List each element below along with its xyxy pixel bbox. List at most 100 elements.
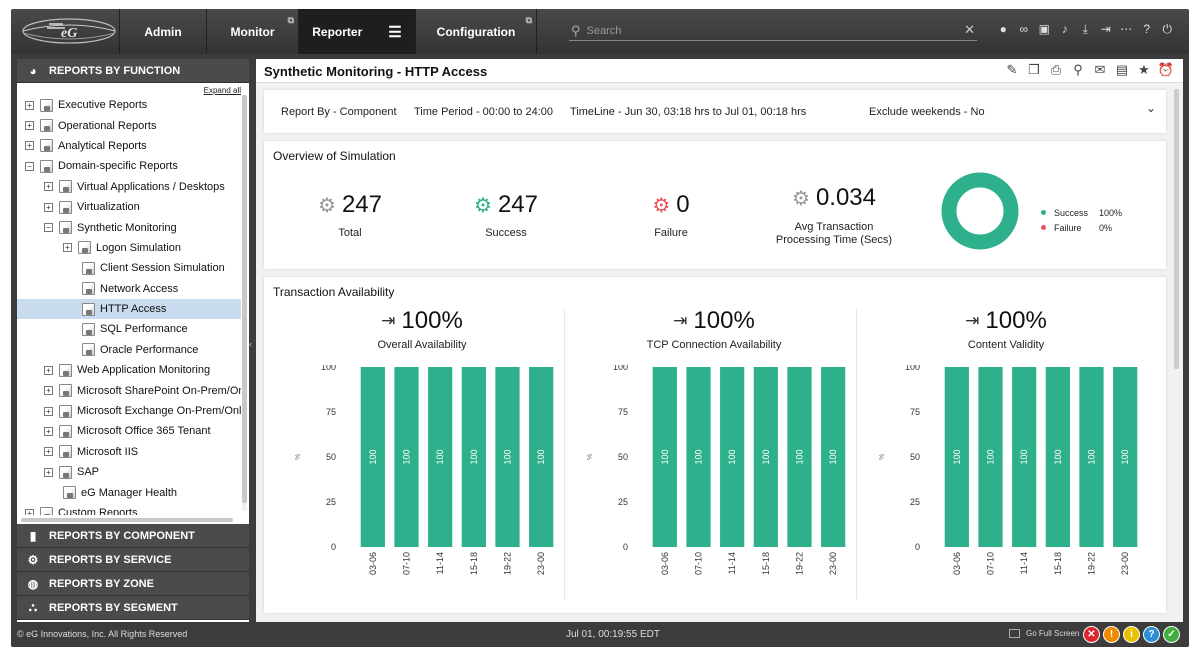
- tree-item[interactable]: + Executive Reports: [17, 95, 241, 115]
- expand-icon[interactable]: +: [25, 141, 34, 151]
- tree-item[interactable]: + Custom Reports: [17, 503, 241, 515]
- y-axis-label: %: [879, 454, 886, 460]
- expand-icon[interactable]: +: [44, 426, 53, 436]
- pie-chart-icon: ◕: [29, 63, 37, 78]
- reports-by-component-header[interactable]: ▮ REPORTS BY COMPONENT: [17, 524, 249, 548]
- expand-icon[interactable]: +: [25, 100, 34, 110]
- expand-icon[interactable]: +: [44, 365, 53, 375]
- tree-item[interactable]: + Logon Simulation: [17, 238, 241, 258]
- report-icon: [40, 159, 53, 173]
- download-icon[interactable]: ⤓: [1082, 22, 1088, 36]
- tree-item[interactable]: − Synthetic Monitoring: [17, 217, 241, 237]
- expand-icon[interactable]: +: [44, 406, 53, 416]
- tab-admin[interactable]: Admin: [119, 9, 206, 54]
- tree-item[interactable]: − Domain-specific Reports: [17, 156, 241, 176]
- app-window: eG Admin Monitor ⧉ Reporter ☰ Configurat…: [11, 9, 1189, 647]
- tree-item[interactable]: + Operational Reports: [17, 115, 241, 135]
- tab-reporter[interactable]: Reporter ☰: [298, 9, 415, 54]
- logout-icon[interactable]: ⇥: [1100, 22, 1111, 36]
- more-icon[interactable]: ⋯: [1120, 22, 1133, 36]
- tree-item[interactable]: + Microsoft IIS: [17, 442, 241, 462]
- y-tick-label: 50: [910, 452, 920, 462]
- full-screen-button[interactable]: Go Full Screen: [1009, 629, 1079, 638]
- filter-time-period: Time Period - 00:00 to 24:00: [414, 106, 554, 118]
- x-tick-label: 07-10: [986, 552, 996, 575]
- minor-alert-icon[interactable]: i: [1123, 626, 1140, 643]
- tab-configuration[interactable]: Configuration ⧉: [415, 9, 537, 54]
- tree-scrollbar[interactable]: [242, 95, 247, 511]
- search-input[interactable]: [586, 24, 947, 37]
- link-icon[interactable]: ∞: [1019, 22, 1029, 36]
- tree-item[interactable]: + Microsoft SharePoint On-Prem/Onl: [17, 380, 241, 400]
- status-bar: © eG Innovations, Inc. All Rights Reserv…: [11, 624, 1189, 647]
- bar-data-label: 100: [952, 449, 962, 464]
- tree-item[interactable]: Oracle Performance: [17, 340, 241, 360]
- user-icon[interactable]: ●: [999, 22, 1007, 36]
- chevron-down-icon[interactable]: ⌄: [1145, 101, 1156, 115]
- tree-item[interactable]: + Web Application Monitoring: [17, 360, 241, 380]
- reports-by-function-header[interactable]: ◕ REPORTS BY FUNCTION: [17, 59, 249, 83]
- tree-item[interactable]: Client Session Simulation: [17, 258, 241, 278]
- help-status-icon[interactable]: ?: [1143, 626, 1160, 643]
- content-scrollbar[interactable]: [1174, 89, 1179, 369]
- overview-title: Overview of Simulation: [273, 149, 396, 163]
- power-icon[interactable]: ⏻: [1162, 22, 1173, 36]
- expand-icon[interactable]: +: [63, 243, 72, 253]
- expand-icon[interactable]: +: [44, 386, 53, 396]
- tree-item[interactable]: + Microsoft Exchange On-Prem/Onlir: [17, 401, 241, 421]
- menu-icon[interactable]: ☰: [388, 23, 402, 41]
- tab-label: Admin: [144, 24, 182, 39]
- collapse-icon[interactable]: −: [25, 161, 34, 171]
- edit-report-icon[interactable]: ✎: [1006, 62, 1018, 77]
- section-label: REPORTS BY FUNCTION: [49, 64, 181, 77]
- favorite-star-icon[interactable]: ★: [1138, 62, 1150, 77]
- tree-item[interactable]: Network Access: [17, 279, 241, 299]
- schedule-alarm-icon[interactable]: ⏰: [1157, 62, 1175, 77]
- tree-item[interactable]: + Analytical Reports: [17, 136, 241, 156]
- report-icon: [59, 404, 72, 418]
- expand-icon[interactable]: +: [44, 202, 53, 212]
- export-pdf-icon[interactable]: ⎙: [1050, 62, 1062, 77]
- reports-by-zone-header[interactable]: ◍ REPORTS BY ZONE: [17, 572, 249, 596]
- stat-label: Total: [338, 227, 362, 239]
- main-content: Synthetic Monitoring - HTTP Access ✎ ❐ ⎙…: [256, 59, 1183, 622]
- tree-item[interactable]: + Microsoft Office 365 Tenant: [17, 421, 241, 441]
- tree-item[interactable]: eG Manager Health: [17, 482, 241, 502]
- expand-icon[interactable]: +: [25, 508, 34, 515]
- search-report-icon[interactable]: ⚲: [1073, 62, 1083, 77]
- tree-item[interactable]: HTTP Access: [17, 298, 241, 320]
- collapse-icon[interactable]: −: [44, 223, 53, 233]
- expand-icon[interactable]: +: [44, 182, 53, 192]
- fullscreen-icon: [1009, 629, 1020, 638]
- expand-icon[interactable]: +: [25, 121, 34, 131]
- tree-horizontal-scrollbar[interactable]: [21, 518, 233, 522]
- help-icon[interactable]: ?: [1143, 22, 1151, 36]
- clear-search-icon[interactable]: ✕: [964, 22, 975, 37]
- bar: [821, 367, 846, 547]
- collapse-sidebar-icon[interactable]: ‹: [249, 339, 252, 349]
- tcp-connection-availability-chart: 0 25 50 75 100% 100 03-06 100 07-10 100 11-14 100 15…: [587, 365, 846, 575]
- bell-icon[interactable]: ♪: [1061, 22, 1068, 36]
- tree-item[interactable]: SQL Performance: [17, 319, 241, 339]
- reports-by-segment-header[interactable]: ⛬ REPORTS BY SEGMENT: [17, 596, 249, 620]
- filter-bar[interactable]: Report By - Component Time Period - 00:0…: [264, 90, 1166, 133]
- tree-item[interactable]: + Virtual Applications / Desktops: [17, 177, 241, 197]
- overall-availability-panel: ⇥ 100% Overall Availability 0 25 50 75 100% 10…: [272, 277, 572, 613]
- tree-item[interactable]: + Virtualization: [17, 197, 241, 217]
- email-icon[interactable]: ✉: [1094, 62, 1106, 77]
- image-icon[interactable]: ▣: [1038, 22, 1050, 36]
- expand-icon[interactable]: +: [44, 447, 53, 457]
- major-alert-icon[interactable]: !: [1103, 626, 1120, 643]
- y-tick-label: 50: [326, 452, 336, 462]
- ok-status-icon[interactable]: ✓: [1163, 626, 1180, 643]
- excel-icon[interactable]: ▤: [1115, 62, 1129, 77]
- reports-by-service-header[interactable]: ⚙ REPORTS BY SERVICE: [17, 548, 249, 572]
- tab-monitor[interactable]: Monitor ⧉: [206, 9, 298, 54]
- expand-icon[interactable]: +: [44, 467, 53, 477]
- tree-item[interactable]: + SAP: [17, 462, 241, 482]
- critical-alert-icon[interactable]: ✕: [1083, 626, 1100, 643]
- copy-report-icon[interactable]: ❐: [1028, 62, 1040, 77]
- expand-all-link[interactable]: Expand all: [203, 86, 241, 95]
- fullscreen-label: Go Full Screen: [1026, 629, 1080, 638]
- search-icon: ⚲: [571, 22, 581, 38]
